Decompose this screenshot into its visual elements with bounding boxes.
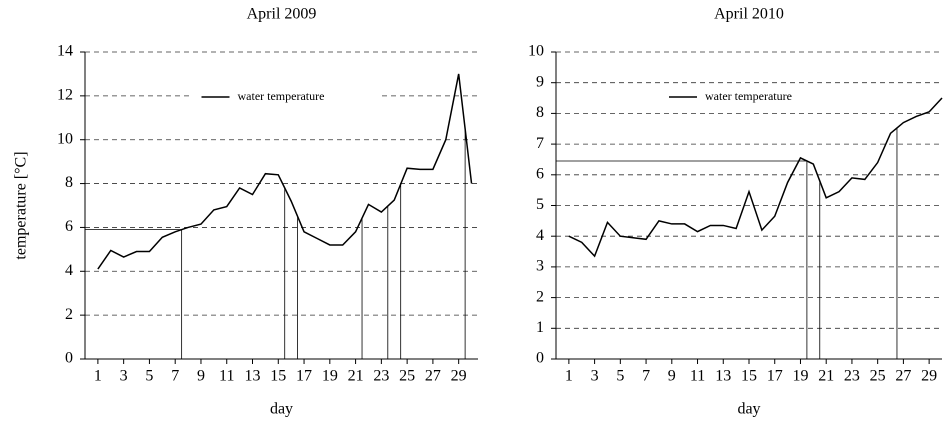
y-tick-label: 2 xyxy=(65,306,73,323)
y-tick-label: 4 xyxy=(536,227,544,244)
y-axis-label: temperature [°C] xyxy=(13,151,30,259)
x-tick-label: 7 xyxy=(642,368,650,385)
legend-box xyxy=(659,87,849,107)
y-tick-label: 12 xyxy=(57,87,73,104)
y-tick-label: 6 xyxy=(536,165,544,182)
x-tick-label: 15 xyxy=(270,368,286,385)
y-tick-label: 14 xyxy=(57,43,73,60)
x-axis-label: day xyxy=(737,401,760,418)
x-tick-label: 23 xyxy=(844,368,860,385)
legend-label: water temperature xyxy=(705,89,792,103)
y-tick-label: 0 xyxy=(536,350,544,367)
x-tick-label: 13 xyxy=(715,368,731,385)
x-tick-label: 5 xyxy=(616,368,624,385)
chart-title: April 2010 xyxy=(714,6,784,23)
y-tick-label: 2 xyxy=(536,288,544,305)
y-tick-label: 10 xyxy=(57,130,73,147)
y-tick-label: 8 xyxy=(536,104,544,121)
y-tick-label: 0 xyxy=(65,350,73,367)
x-tick-label: 21 xyxy=(348,368,364,385)
x-tick-label: 25 xyxy=(870,368,886,385)
x-tick-label: 15 xyxy=(741,368,757,385)
x-tick-label: 21 xyxy=(818,368,834,385)
legend-label: water temperature xyxy=(238,89,325,103)
chart-title: April 2009 xyxy=(247,6,317,23)
y-tick-label: 1 xyxy=(536,319,544,336)
x-tick-label: 1 xyxy=(565,368,573,385)
x-tick-label: 13 xyxy=(245,368,261,385)
x-tick-label: 23 xyxy=(373,368,389,385)
y-tick-label: 4 xyxy=(65,262,73,279)
x-tick-label: 3 xyxy=(591,368,599,385)
y-tick-label: 7 xyxy=(536,135,544,152)
x-tick-label: 27 xyxy=(425,368,441,385)
y-tick-label: 9 xyxy=(536,73,544,90)
y-tick-label: 6 xyxy=(65,218,73,235)
x-tick-label: 17 xyxy=(296,368,312,385)
x-tick-label: 19 xyxy=(792,368,808,385)
y-tick-label: 5 xyxy=(536,196,544,213)
legend-box xyxy=(191,87,382,107)
x-tick-label: 9 xyxy=(668,368,676,385)
x-tick-label: 9 xyxy=(197,368,205,385)
x-axis-label: day xyxy=(270,401,293,418)
data-line xyxy=(568,97,943,258)
x-tick-label: 19 xyxy=(322,368,338,385)
x-tick-label: 27 xyxy=(895,368,911,385)
x-tick-label: 25 xyxy=(399,368,415,385)
x-tick-label: 5 xyxy=(145,368,153,385)
x-tick-label: 7 xyxy=(171,368,179,385)
y-tick-label: 8 xyxy=(65,174,73,191)
x-tick-label: 29 xyxy=(921,368,937,385)
x-tick-label: 11 xyxy=(690,368,705,385)
y-tick-label: 10 xyxy=(528,43,544,60)
x-tick-label: 1 xyxy=(94,368,102,385)
x-tick-label: 11 xyxy=(219,368,234,385)
data-line xyxy=(97,73,473,270)
x-tick-label: 17 xyxy=(767,368,783,385)
x-tick-label: 3 xyxy=(120,368,128,385)
y-tick-label: 3 xyxy=(536,258,544,275)
x-tick-label: 29 xyxy=(451,368,467,385)
